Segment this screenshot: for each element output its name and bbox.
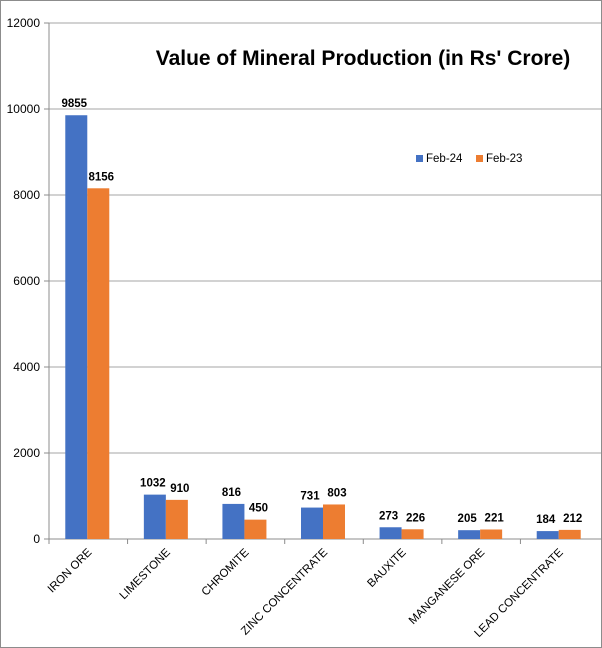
y-tick-label: 2000 xyxy=(13,446,40,460)
y-tick-label: 0 xyxy=(33,532,40,546)
bar-feb-23 xyxy=(87,188,110,540)
y-tick-label: 4000 xyxy=(13,360,40,374)
data-label: 9855 xyxy=(61,98,87,110)
bar-feb-23 xyxy=(323,504,345,539)
y-tick-label: 8000 xyxy=(13,188,40,202)
data-label: 910 xyxy=(170,483,189,495)
x-tick-label: LIMESTONE xyxy=(118,546,174,602)
data-label: 212 xyxy=(563,513,582,525)
bar-feb-23 xyxy=(165,499,188,539)
y-tick-label: 10000 xyxy=(7,102,41,116)
bar-feb-23 xyxy=(558,529,581,539)
y-tick-label: 12000 xyxy=(7,16,41,30)
bar-feb-23 xyxy=(244,519,267,539)
x-tick-label: ZINC CONCENTRATE xyxy=(239,546,330,637)
bar-feb-24 xyxy=(536,531,559,539)
data-label: 184 xyxy=(536,514,556,526)
data-label: 205 xyxy=(458,513,478,525)
legend-label: Feb-23 xyxy=(486,153,522,165)
bar-feb-24 xyxy=(301,507,323,539)
x-tick-label: BAUXITE xyxy=(365,546,409,590)
bar-feb-23 xyxy=(480,529,503,539)
legend-swatch xyxy=(416,155,423,162)
bar-feb-24 xyxy=(65,115,88,540)
x-tick-label: CHROMITE xyxy=(200,546,252,598)
x-tick-label: MANGANESE ORE xyxy=(407,546,488,627)
data-label: 816 xyxy=(222,487,241,499)
data-label: 221 xyxy=(485,512,505,524)
bar-feb-24 xyxy=(458,530,481,539)
legend-label: Feb-24 xyxy=(426,153,463,165)
data-label: 1032 xyxy=(140,478,166,490)
data-label: 731 xyxy=(300,491,320,503)
bar-feb-24 xyxy=(379,527,402,539)
x-tick-label: LEAD CONCENTRATE xyxy=(473,546,567,640)
data-label: 273 xyxy=(379,510,398,522)
bar-feb-23 xyxy=(401,529,424,539)
bar-feb-24 xyxy=(143,494,166,539)
data-label: 8156 xyxy=(88,171,114,183)
y-tick-label: 6000 xyxy=(13,274,40,288)
bar-feb-24 xyxy=(222,503,245,539)
chart-title: Value of Mineral Production (in Rs' Cror… xyxy=(156,47,571,70)
legend-swatch xyxy=(476,155,483,162)
x-tick-label: IRON ORE xyxy=(46,546,95,595)
data-label: 226 xyxy=(406,512,425,524)
data-label: 803 xyxy=(327,487,346,499)
data-label: 450 xyxy=(249,503,268,515)
